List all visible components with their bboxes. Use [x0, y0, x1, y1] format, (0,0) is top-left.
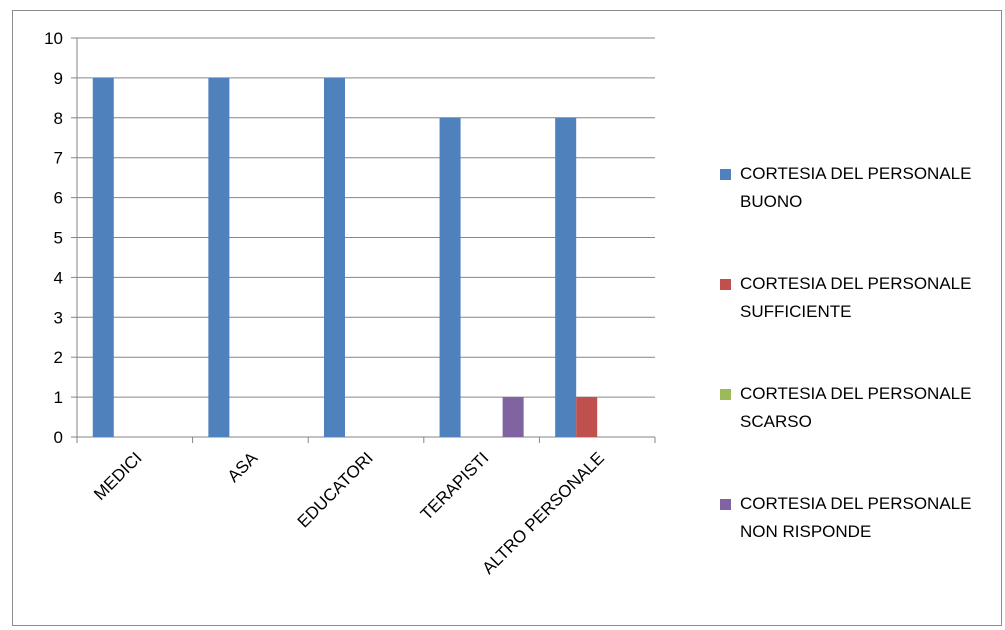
legend-label: CORTESIA DEL PERSONALE SUFFICIENTE	[740, 274, 972, 321]
bar	[208, 77, 230, 438]
y-tick-label: 1	[54, 388, 63, 407]
y-tick-label: 8	[54, 109, 63, 128]
legend-label: CORTESIA DEL PERSONALE SCARSO	[740, 384, 972, 431]
legend: CORTESIA DEL PERSONALE BUONO CORTESIA DE…	[720, 160, 1005, 600]
y-tick-label: 4	[54, 268, 63, 287]
y-tick-label: 10	[44, 29, 63, 48]
legend-item-scarso: CORTESIA DEL PERSONALE SCARSO	[720, 380, 1005, 490]
bar	[323, 77, 345, 438]
legend-swatch	[720, 499, 731, 510]
bar	[576, 397, 598, 437]
legend-item-sufficiente: CORTESIA DEL PERSONALE SUFFICIENTE	[720, 270, 1005, 380]
bar	[439, 117, 461, 438]
y-tick-label: 5	[54, 229, 63, 248]
y-tick-label: 2	[54, 348, 63, 367]
legend-label: CORTESIA DEL PERSONALE NON RISPONDE	[740, 494, 972, 541]
bar	[502, 397, 524, 437]
x-tick-label: TERAPISTI	[417, 448, 493, 524]
legend-swatch	[720, 389, 731, 400]
y-tick-label: 7	[54, 149, 63, 168]
legend-swatch	[720, 169, 731, 180]
x-tick-label: ASA	[224, 448, 262, 486]
legend-item-non-risponde: CORTESIA DEL PERSONALE NON RISPONDE	[720, 490, 1005, 600]
legend-item-buono: CORTESIA DEL PERSONALE BUONO	[720, 160, 1005, 270]
y-tick-label: 6	[54, 189, 63, 208]
x-tick-label: MEDICI	[90, 448, 146, 504]
y-tick-label: 0	[54, 428, 63, 447]
y-tick-label: 3	[54, 308, 63, 327]
bar	[92, 77, 114, 438]
x-tick-label: EDUCATORI	[294, 448, 377, 531]
x-tick-label: ALTRO PERSONALE	[479, 448, 608, 577]
chart-frame	[12, 10, 1002, 626]
legend-label: CORTESIA DEL PERSONALE BUONO	[740, 164, 972, 211]
bar	[555, 117, 577, 438]
y-tick-label: 9	[54, 69, 63, 88]
legend-swatch	[720, 279, 731, 290]
